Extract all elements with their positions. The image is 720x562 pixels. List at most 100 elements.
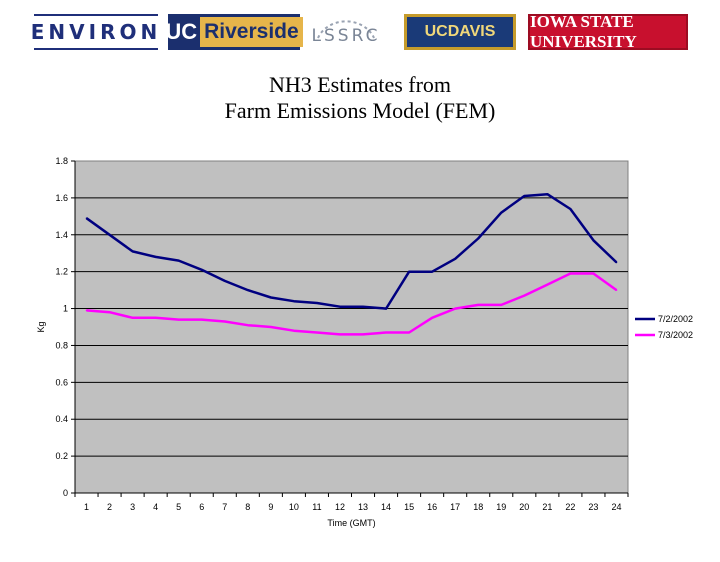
x-tick-label: 6 bbox=[199, 502, 204, 512]
chart-title: NH3 Estimates from Farm Emissions Model … bbox=[0, 72, 720, 124]
data-point-series-0 bbox=[431, 270, 433, 273]
x-tick-label: 3 bbox=[130, 502, 135, 512]
uc-logo-text: UC bbox=[165, 19, 198, 44]
y-tick-label: 1.4 bbox=[55, 230, 68, 240]
legend: 7/2/2002 7/3/2002 bbox=[635, 314, 693, 340]
data-point-series-1 bbox=[592, 272, 595, 275]
data-point-series-1 bbox=[154, 316, 157, 319]
data-point-series-1 bbox=[385, 331, 387, 334]
data-point-series-0 bbox=[362, 305, 364, 308]
data-point-series-0 bbox=[339, 305, 341, 308]
x-tick-label: 24 bbox=[611, 502, 621, 512]
data-point-series-0 bbox=[454, 257, 456, 260]
data-point-series-0 bbox=[500, 211, 503, 214]
data-point-series-1 bbox=[247, 324, 249, 326]
x-tick-label: 12 bbox=[335, 502, 345, 512]
ucdavis-logo-text: UCDAVIS bbox=[424, 23, 496, 40]
data-point-series-0 bbox=[569, 208, 572, 210]
y-tick-label: 1 bbox=[63, 304, 68, 314]
series-lines bbox=[85, 192, 618, 336]
y-tick-label: 0.2 bbox=[55, 451, 68, 461]
y-tick-label: 1.2 bbox=[55, 267, 68, 277]
x-tick-label: 1 bbox=[84, 502, 89, 512]
legend-label-1: 7/3/2002 bbox=[658, 330, 693, 340]
x-tick-label: 16 bbox=[427, 502, 437, 512]
data-point-series-1 bbox=[546, 283, 549, 286]
series-line-0 bbox=[85, 192, 618, 310]
x-tick-label: 20 bbox=[519, 502, 529, 512]
x-tick-label: 2 bbox=[107, 502, 112, 512]
riverside-logo-text: Riverside bbox=[200, 17, 303, 47]
data-point-series-1 bbox=[293, 329, 295, 332]
x-tick-label: 19 bbox=[496, 502, 506, 512]
data-point-series-0 bbox=[385, 307, 387, 310]
y-tick-label: 0.6 bbox=[55, 377, 68, 387]
chart-title-line-1: NH3 Estimates from bbox=[268, 72, 452, 97]
uc-riverside-logo: UC Riverside bbox=[165, 14, 303, 50]
data-point-series-0 bbox=[546, 193, 549, 195]
iowa-state-logo-text: IOWA STATE UNIVERSITY bbox=[530, 12, 637, 51]
environ-logo: ENVIRON bbox=[30, 14, 162, 50]
x-tick-label: 14 bbox=[381, 502, 391, 512]
data-point-series-0 bbox=[270, 296, 272, 299]
data-point-series-0 bbox=[85, 217, 88, 219]
y-tick-label: 1.6 bbox=[55, 193, 68, 203]
data-point-series-1 bbox=[270, 326, 272, 328]
lssrc-arc-icon bbox=[317, 20, 375, 39]
legend-label-0: 7/2/2002 bbox=[658, 314, 693, 324]
series-line-1 bbox=[86, 272, 618, 336]
data-point-series-0 bbox=[615, 261, 618, 264]
data-point-series-0 bbox=[200, 269, 203, 271]
x-tick-label: 15 bbox=[404, 502, 414, 512]
data-point-series-1 bbox=[454, 307, 456, 310]
data-point-series-0 bbox=[293, 300, 295, 302]
data-point-series-1 bbox=[200, 318, 203, 321]
y-tick-label: 1.8 bbox=[55, 156, 68, 166]
data-point-series-1 bbox=[316, 331, 318, 334]
gridlines bbox=[75, 197, 628, 457]
x-tick-label: 9 bbox=[268, 502, 273, 512]
data-point-series-1 bbox=[339, 333, 341, 336]
plot-area bbox=[74, 160, 629, 494]
iowa-state-logo: IOWA STATE UNIVERSITY bbox=[528, 12, 688, 51]
x-tick-label: 23 bbox=[588, 502, 598, 512]
x-tick-label: 18 bbox=[473, 502, 483, 512]
lssrc-logo: LSSRC bbox=[310, 8, 382, 52]
data-point-series-1 bbox=[108, 311, 111, 314]
data-point-series-0 bbox=[154, 256, 157, 258]
data-point-series-1 bbox=[615, 289, 618, 291]
data-point-series-1 bbox=[431, 316, 433, 319]
data-point-series-0 bbox=[316, 302, 318, 304]
data-point-series-1 bbox=[131, 316, 134, 319]
data-point-series-1 bbox=[223, 320, 226, 323]
data-point-series-1 bbox=[85, 309, 88, 312]
data-point-series-0 bbox=[223, 280, 226, 282]
data-point-series-0 bbox=[592, 239, 595, 242]
x-tick-label: 22 bbox=[565, 502, 575, 512]
data-point-series-0 bbox=[177, 259, 180, 262]
x-tick-label: 13 bbox=[358, 502, 368, 512]
data-point-series-1 bbox=[177, 318, 180, 321]
data-point-series-1 bbox=[569, 272, 572, 275]
x-tick-label: 7 bbox=[222, 502, 227, 512]
y-axis-title: Kg bbox=[36, 321, 46, 332]
x-tick-label: 21 bbox=[542, 502, 552, 512]
chart-title-line-2: Farm Emissions Model (FEM) bbox=[224, 98, 496, 123]
data-point-series-1 bbox=[362, 333, 364, 336]
data-point-series-0 bbox=[247, 289, 249, 291]
data-point-series-1 bbox=[500, 304, 503, 306]
x-tick-label: 11 bbox=[312, 502, 321, 512]
ucdavis-logo: UCDAVIS bbox=[404, 14, 516, 50]
data-point-series-1 bbox=[408, 331, 410, 334]
y-tick-label: 0.8 bbox=[55, 340, 68, 350]
tick-labels: 00.20.40.60.811.21.41.61.81 2 3 4 5 6 7 8 9 10 11 1… bbox=[55, 156, 621, 512]
data-point-series-0 bbox=[108, 233, 111, 236]
data-point-series-0 bbox=[523, 195, 526, 197]
x-tick-label: 10 bbox=[289, 502, 299, 512]
lssrc-logo-text: LSSRC bbox=[311, 26, 381, 46]
data-point-series-1 bbox=[477, 304, 480, 306]
environ-logo-text: ENVIRON bbox=[30, 20, 162, 44]
axes bbox=[71, 160, 629, 497]
y-tick-label: 0 bbox=[63, 488, 68, 498]
